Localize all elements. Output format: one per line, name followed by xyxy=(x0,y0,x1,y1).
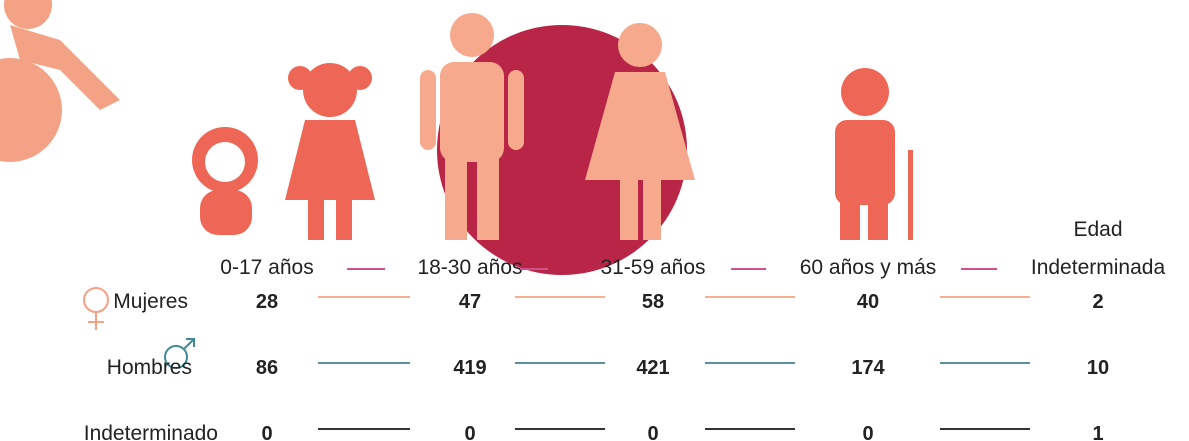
decor-head xyxy=(4,0,52,29)
row-connector xyxy=(515,428,605,430)
cell-value: 0 xyxy=(862,415,873,441)
cell-value: 0 xyxy=(261,415,272,441)
cell-value: 28 xyxy=(256,283,278,321)
cell-value: 0 xyxy=(464,415,475,441)
row-label: Mujeres xyxy=(113,283,188,321)
header-dash xyxy=(347,268,385,270)
elder-icon xyxy=(835,68,913,240)
column-header: 31-59 años xyxy=(600,249,705,287)
cell-value: 47 xyxy=(459,283,481,321)
header-dash xyxy=(961,268,997,270)
header-dash xyxy=(520,268,548,270)
baby-face xyxy=(205,142,245,182)
row-connector xyxy=(515,296,605,298)
row-connector xyxy=(515,362,605,364)
decor-wheel xyxy=(0,58,62,162)
row-connector xyxy=(705,428,795,430)
header-dash xyxy=(731,268,766,270)
cell-value: 58 xyxy=(642,283,664,321)
column-header: 18-30 años xyxy=(417,249,522,287)
cell-value: 40 xyxy=(857,283,879,321)
row-connector xyxy=(318,428,410,430)
cell-value: 86 xyxy=(256,349,278,387)
row-label: Hombres xyxy=(107,349,192,387)
cell-value: 10 xyxy=(1087,349,1109,387)
row-connector xyxy=(318,296,410,298)
column-header: 0-17 años xyxy=(220,249,313,287)
row-connector xyxy=(705,296,795,298)
row-connector xyxy=(940,296,1030,298)
female-symbol xyxy=(84,288,108,330)
row-connector xyxy=(940,428,1030,430)
girl-icon xyxy=(285,63,375,240)
cell-value: 421 xyxy=(636,349,669,387)
row-connector xyxy=(705,362,795,364)
row-label: Indeterminado xyxy=(84,415,218,441)
row-connector xyxy=(318,362,410,364)
cell-value: 1 xyxy=(1092,415,1103,441)
cell-value: 174 xyxy=(851,349,884,387)
column-header: Edad Indeterminada xyxy=(1031,211,1165,287)
cell-value: 419 xyxy=(453,349,486,387)
column-header: 60 años y más xyxy=(800,249,937,287)
cell-value: 2 xyxy=(1092,283,1103,321)
row-connector xyxy=(940,362,1030,364)
cell-value: 0 xyxy=(647,415,658,441)
page: 0-17 años 18-30 años 31-59 años 60 años y m… xyxy=(0,0,1189,441)
